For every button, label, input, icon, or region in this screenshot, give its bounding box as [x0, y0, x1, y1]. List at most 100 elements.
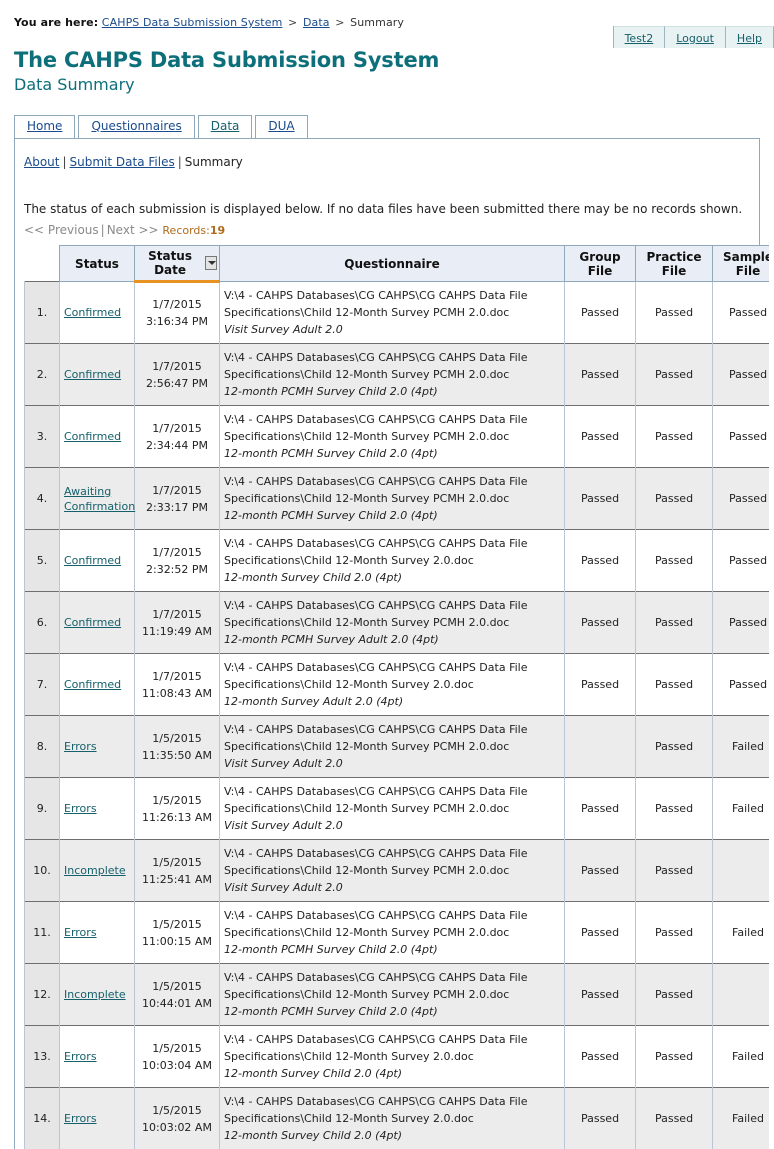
- questionnaire-path: V:\4 - CAHPS Databases\CG CAHPS\CG CAHPS…: [224, 721, 560, 755]
- cell-group-file: Passed: [565, 840, 636, 902]
- cell-questionnaire: V:\4 - CAHPS Databases\CG CAHPS\CG CAHPS…: [220, 282, 565, 344]
- cell-status: Errors: [60, 1088, 135, 1149]
- status-date-time: 11:26:13 AM: [139, 809, 215, 826]
- header-sample-file[interactable]: Sample File: [713, 246, 770, 282]
- tab-home-label[interactable]: Home: [27, 119, 62, 133]
- chevron-down-icon[interactable]: [205, 256, 217, 270]
- questionnaire-path: V:\4 - CAHPS Databases\CG CAHPS\CG CAHPS…: [224, 473, 560, 507]
- header-status[interactable]: Status: [60, 246, 135, 282]
- cell-questionnaire: V:\4 - CAHPS Databases\CG CAHPS\CG CAHPS…: [220, 902, 565, 964]
- header-status-date[interactable]: Status Date: [135, 246, 220, 282]
- status-link[interactable]: Confirmed: [64, 616, 121, 629]
- status-link[interactable]: Confirmed: [64, 306, 121, 319]
- cell-status: Confirmed: [60, 406, 135, 468]
- subnav-submit-data-files[interactable]: Submit Data Files: [70, 155, 175, 169]
- util-logout-link[interactable]: Logout: [676, 32, 714, 45]
- status-link[interactable]: Incomplete: [64, 988, 126, 1001]
- tab-home[interactable]: Home: [14, 115, 75, 138]
- questionnaire-path: V:\4 - CAHPS Databases\CG CAHPS\CG CAHPS…: [224, 287, 560, 321]
- records-count: 19: [210, 224, 225, 237]
- questionnaire-survey-name: 12-month Survey Adult 2.0 (4pt): [224, 693, 560, 710]
- cell-group-file: Passed: [565, 964, 636, 1026]
- cell-sample-file: Passed: [713, 282, 770, 344]
- cell-sample-file: Passed: [713, 592, 770, 654]
- cell-practice-file: Passed: [636, 716, 713, 778]
- cell-practice-file: Passed: [636, 778, 713, 840]
- subnav-separator: |: [59, 155, 69, 169]
- header-practice-file[interactable]: Practice File: [636, 246, 713, 282]
- status-link[interactable]: Confirmed: [64, 554, 121, 567]
- cell-status: Confirmed: [60, 344, 135, 406]
- tab-dua[interactable]: DUA: [255, 115, 307, 138]
- tab-questionnaires-label[interactable]: Questionnaires: [91, 119, 181, 133]
- cell-practice-file: Passed: [636, 964, 713, 1026]
- tab-data[interactable]: Data: [198, 115, 253, 138]
- tab-data-label[interactable]: Data: [211, 119, 240, 133]
- cell-status: Confirmed: [60, 282, 135, 344]
- breadcrumb-link-home[interactable]: CAHPS Data Submission System: [102, 16, 283, 29]
- cell-status: Confirmed: [60, 654, 135, 716]
- cell-group-file: Passed: [565, 282, 636, 344]
- util-help-link[interactable]: Help: [737, 32, 762, 45]
- status-date-day: 1/5/2015: [139, 730, 215, 747]
- next-page-link[interactable]: Next >>: [107, 223, 159, 237]
- util-user[interactable]: Test2: [614, 26, 666, 48]
- status-link[interactable]: Awaiting Confirmation: [64, 485, 135, 513]
- questionnaire-path: V:\4 - CAHPS Databases\CG CAHPS\CG CAHPS…: [224, 659, 560, 693]
- status-link[interactable]: Errors: [64, 1112, 97, 1125]
- cell-practice-file: Passed: [636, 654, 713, 716]
- row-number: 10.: [25, 840, 60, 902]
- row-number: 4.: [25, 468, 60, 530]
- cell-status: Errors: [60, 716, 135, 778]
- cell-questionnaire: V:\4 - CAHPS Databases\CG CAHPS\CG CAHPS…: [220, 1088, 565, 1149]
- status-date-day: 1/5/2015: [139, 916, 215, 933]
- util-logout[interactable]: Logout: [665, 26, 726, 48]
- status-link[interactable]: Incomplete: [64, 864, 126, 877]
- sort-wrap: Status Date: [137, 249, 217, 277]
- util-help[interactable]: Help: [726, 26, 774, 48]
- pager-separator: |: [99, 223, 107, 237]
- cell-status: Confirmed: [60, 592, 135, 654]
- status-link[interactable]: Errors: [64, 926, 97, 939]
- status-link[interactable]: Errors: [64, 802, 97, 815]
- intro-text: The status of each submission is display…: [15, 169, 759, 217]
- row-number: 3.: [25, 406, 60, 468]
- status-link[interactable]: Errors: [64, 740, 97, 753]
- cell-questionnaire: V:\4 - CAHPS Databases\CG CAHPS\CG CAHPS…: [220, 716, 565, 778]
- breadcrumb-current: Summary: [350, 16, 404, 29]
- questionnaire-survey-name: Visit Survey Adult 2.0: [224, 321, 560, 338]
- previous-page-link[interactable]: << Previous: [24, 223, 99, 237]
- content-panel: About|Submit Data Files|Summary The stat…: [14, 139, 760, 1149]
- status-link[interactable]: Confirmed: [64, 368, 121, 381]
- table-header-row: Status Status Date Questionnaire Group F…: [25, 246, 770, 282]
- cell-group-file: Passed: [565, 778, 636, 840]
- subnav-about[interactable]: About: [24, 155, 59, 169]
- tab-questionnaires[interactable]: Questionnaires: [78, 115, 194, 138]
- questionnaire-survey-name: 12-month PCMH Survey Child 2.0 (4pt): [224, 941, 560, 958]
- questionnaire-survey-name: 12-month Survey Child 2.0 (4pt): [224, 1127, 560, 1144]
- cell-group-file: Passed: [565, 1088, 636, 1149]
- header-status-date-label: Status Date: [137, 249, 203, 277]
- status-link[interactable]: Confirmed: [64, 430, 121, 443]
- subnav-separator: |: [175, 155, 185, 169]
- questionnaire-path: V:\4 - CAHPS Databases\CG CAHPS\CG CAHPS…: [224, 1093, 560, 1127]
- header-group-file[interactable]: Group File: [565, 246, 636, 282]
- cell-sample-file: Passed: [713, 654, 770, 716]
- header-questionnaire[interactable]: Questionnaire: [220, 246, 565, 282]
- questionnaire-survey-name: Visit Survey Adult 2.0: [224, 817, 560, 834]
- top-bar: You are here: CAHPS Data Submission Syst…: [0, 0, 774, 44]
- status-link[interactable]: Confirmed: [64, 678, 121, 691]
- util-user-link[interactable]: Test2: [625, 32, 654, 45]
- cell-sample-file: Failed: [713, 902, 770, 964]
- breadcrumb-link-data[interactable]: Data: [303, 16, 330, 29]
- tab-dua-label[interactable]: DUA: [268, 119, 294, 133]
